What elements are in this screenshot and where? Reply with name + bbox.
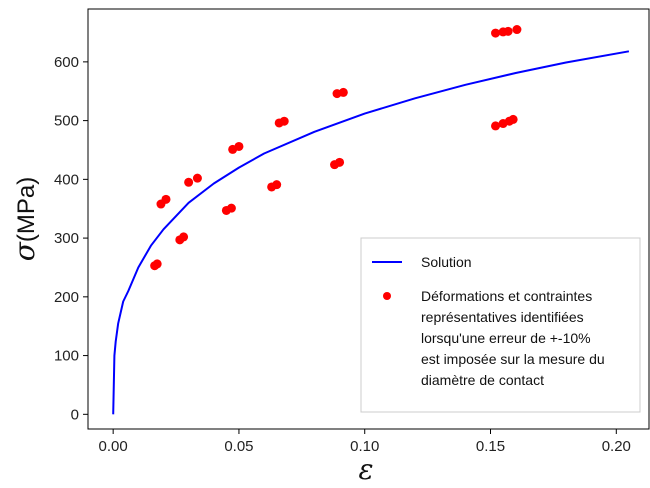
data-point [338, 87, 348, 97]
x-axis: 0.00 0.05 0.10 0.15 0.20 [99, 429, 631, 455]
y-tick-label: 200 [54, 289, 79, 306]
data-point [161, 194, 171, 204]
x-tick-label: 0.10 [350, 438, 379, 455]
y-axis-label: σ(MPa) [8, 177, 41, 261]
legend-scatter-marker [383, 292, 391, 300]
x-tick-label: 0.15 [476, 438, 505, 455]
legend-box [360, 237, 641, 413]
x-axis-label: ε [358, 453, 373, 486]
data-point [335, 157, 345, 167]
y-tick-label: 400 [54, 171, 79, 188]
data-point [491, 28, 501, 38]
data-point [192, 173, 202, 183]
y-tick-label: 100 [54, 348, 79, 365]
data-point [512, 25, 522, 35]
y-tick-label: 600 [54, 54, 79, 71]
data-point [184, 177, 194, 187]
data-point [234, 141, 244, 151]
data-point [152, 259, 162, 269]
y-tick-label: 300 [54, 230, 79, 247]
solution-curve [112, 50, 630, 415]
data-point [179, 232, 189, 242]
legend-label-scatter: Déformations et contraintes représentati… [421, 288, 609, 388]
x-tick-label: 0.05 [224, 438, 253, 455]
data-point [508, 114, 518, 124]
legend-label-line-3: lorsqu'une erreur de +-10% [421, 330, 591, 346]
data-point [491, 121, 501, 131]
legend-label-solution: Solution [421, 254, 472, 270]
x-tick-label: 0.00 [99, 438, 128, 455]
data-point [279, 116, 289, 126]
legend-label-line-4: est imposée sur la mesure du [421, 351, 605, 367]
y-axis: 0 100 200 300 400 500 600 [54, 54, 88, 423]
data-point [226, 203, 236, 213]
x-tick-label: 0.20 [602, 438, 631, 455]
y-tick-label: 500 [54, 113, 79, 130]
y-tick-label: 0 [71, 406, 79, 423]
legend-label-line-5: diamètre de contact [421, 372, 544, 388]
legend-label-line-2: représentatives identifiées [421, 309, 584, 325]
data-point [272, 180, 282, 190]
data-point [503, 26, 513, 36]
legend-label-line-1: Déformations et contraintes [421, 288, 592, 304]
series-layer [112, 25, 630, 415]
legend: Solution Déformations et contraintes rep… [360, 237, 641, 413]
